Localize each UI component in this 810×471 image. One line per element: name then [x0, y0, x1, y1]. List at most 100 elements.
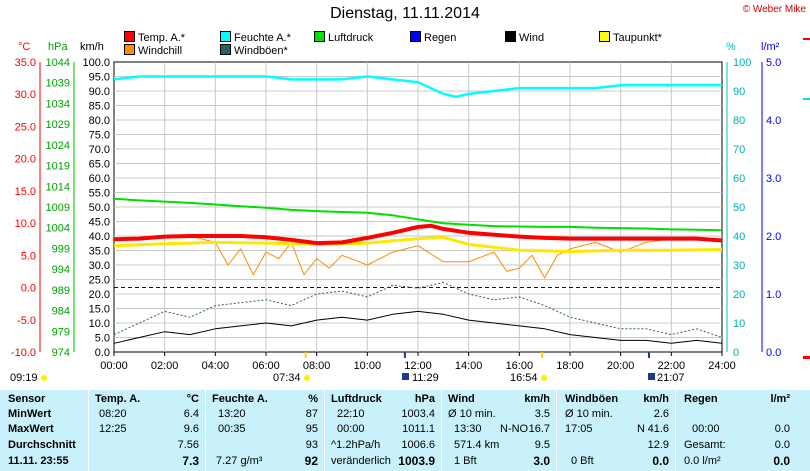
rain-tick-label: 1.0 [766, 289, 781, 301]
x-tick-label: 06:00 [252, 360, 280, 372]
pressure-tick-label: 979 [52, 326, 70, 338]
humidity-axis-unit: % [726, 41, 736, 53]
gusts-max: 41.6 [647, 423, 669, 435]
gusts-avg-label: Ø 10 min. [565, 408, 613, 420]
series-line-tempa [113, 223, 723, 246]
x-tick-label: 22:00 [658, 360, 686, 372]
pressure-current: 1003.9 [398, 454, 435, 468]
edge-legend-fragment [803, 38, 810, 40]
pressure-tendency: veränderlich [331, 455, 391, 467]
legend-dewpoint: Taupunkt* [599, 31, 662, 44]
legend-wind: Wind [505, 31, 544, 44]
legend-gusts: Windböen* [220, 44, 288, 57]
gusts-unit: km/h [643, 393, 669, 405]
pressure-tick-label: 1009 [46, 202, 70, 214]
rain-tick-label: 4.0 [766, 115, 781, 127]
pressure-tick-label: 1004 [46, 223, 70, 235]
left-sun-icon [41, 375, 47, 381]
legend-rain: Regen [410, 31, 456, 44]
temp-tick-label: 10.0 [15, 218, 36, 230]
legend-gusts-swatch [220, 44, 231, 55]
temp-min-time: 08:20 [99, 408, 127, 420]
humidity-min-time: 13:20 [218, 408, 246, 420]
wind-tick-label: 90.0 [89, 86, 110, 98]
wind-tick-label: 95.0 [89, 72, 110, 84]
series-line-luftdruck [113, 197, 723, 232]
gusts-column: Windböen km/h Ø 10 min. 2.6 17:05 N 41.6… [557, 390, 676, 471]
wind-tick-label: 75.0 [89, 130, 110, 142]
wind-bft: 1 Bft [454, 455, 477, 467]
row-label-column: Sensor MinWert MaxWert Durchschnitt 11.1… [0, 390, 89, 471]
wind-header: Wind [448, 393, 475, 405]
x-tick-label: 12:00 [404, 360, 432, 372]
wind-tick-label: 25.0 [89, 275, 110, 287]
temp-tick-label: 5.0 [21, 250, 36, 262]
pressure-tick-label: 999 [52, 243, 70, 255]
humidity-column: Feuchte A. % 13:20 87 00:35 95 93 7.27 g… [206, 390, 325, 471]
humidity-tick-label: 10 [733, 318, 745, 330]
legend-temp-label: Temp. A.* [138, 32, 186, 44]
legend-humidity: Feuchte A.* [220, 31, 291, 44]
wind-avg: 9.5 [534, 439, 550, 451]
humidity-tick-label: 100 [733, 57, 751, 69]
wind-tick-label: 40.0 [89, 231, 110, 243]
humidity-tick-label: 0 [733, 347, 739, 359]
pressure-min-time: 22:10 [337, 408, 365, 420]
wind-current: 3.0 [533, 454, 550, 468]
x-tick-label: 00:00 [100, 360, 128, 372]
wind-tick-label: 70.0 [89, 144, 110, 156]
humidity-tick-label: 60 [733, 173, 745, 185]
pressure-tick-label: 1044 [46, 57, 70, 69]
pressure-tick-label: 1039 [46, 78, 70, 90]
temp-current: 7.3 [182, 454, 199, 468]
pressure-tick-label: 984 [52, 306, 70, 318]
pressure-max: 1011.1 [402, 423, 435, 435]
rain-tick-label: 0.0 [766, 347, 781, 359]
series-line-taupunkt [113, 235, 723, 253]
humidity-tick-label: 50 [733, 202, 745, 214]
series-line-windben [113, 281, 723, 338]
temp-tick-label: 20.0 [15, 154, 36, 166]
row-label-current: 11.11. 23:55 [8, 455, 69, 467]
wind-max-direction: N-NO [500, 423, 529, 435]
humidity-absolute: 7.27 g/m³ [216, 455, 263, 467]
gusts-avg-10min: 2.6 [653, 408, 669, 420]
temp-header: Temp. A. [95, 393, 141, 405]
gusts-header: Windböen [565, 393, 619, 405]
humidity-tick-label: 70 [733, 144, 745, 156]
wind-tick-label: 55.0 [89, 188, 110, 200]
moonset-icon [648, 373, 655, 380]
pressure-max-time: 00:00 [337, 423, 365, 435]
x-tick-label: 02:00 [151, 360, 179, 372]
humidity-tick-label: 20 [733, 289, 745, 301]
pressure-unit: hPa [414, 393, 435, 405]
legend-windchill: Windchill [124, 44, 182, 57]
sunrise-time: 07:34 [273, 372, 301, 384]
x-tick-label: 08:00 [303, 360, 331, 372]
row-label-sensor: Sensor [8, 393, 46, 405]
rain-current: 0.0 [773, 454, 790, 468]
gusts-bft: 0 Bft [571, 455, 594, 467]
x-tick-label: 16:00 [506, 360, 534, 372]
humidity-tick-label: 90 [733, 86, 745, 98]
series-line-wind [113, 310, 723, 344]
legend-humidity-swatch [220, 31, 231, 42]
wind-tick-label: 50.0 [89, 202, 110, 214]
temp-tick-label: -10.0 [11, 347, 36, 359]
temp-tick-label: 0.0 [21, 283, 36, 295]
legend-rain-label: Regen [424, 32, 457, 44]
pressure-tick-label: 1019 [46, 161, 70, 173]
legend-temp: Temp. A.* [124, 31, 185, 44]
wind-tick-label: 5.0 [95, 333, 110, 345]
moonrise-time: 11:29 [412, 372, 439, 384]
wind-tick-label: 60.0 [89, 173, 110, 185]
temp-min: 6.4 [183, 408, 199, 420]
gusts-max-time: 17:05 [565, 423, 593, 435]
gusts-current: 0.0 [652, 454, 669, 468]
pressure-axis-unit: hPa [48, 41, 68, 53]
rain-tick-label: 3.0 [766, 173, 781, 185]
x-tick-label: 18:00 [556, 360, 584, 372]
legend-pressure-label: Luftdruck [328, 32, 374, 44]
temp-tick-label: 25.0 [15, 121, 36, 133]
humidity-unit: % [308, 393, 318, 405]
